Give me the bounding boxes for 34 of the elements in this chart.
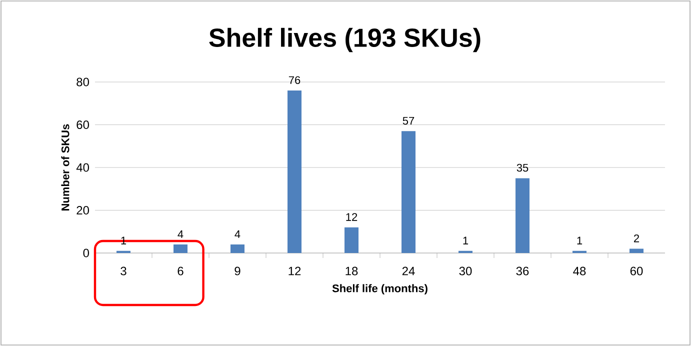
bar <box>402 131 416 253</box>
bar <box>516 178 530 253</box>
y-axis-title: Number of SKUs <box>61 124 70 210</box>
bar <box>344 227 359 253</box>
data-label: 1 <box>463 236 468 244</box>
y-tick-label: 60 <box>76 120 90 129</box>
y-tick-label: 20 <box>76 206 90 214</box>
x-tick-label: 3 <box>120 266 126 276</box>
data-label: 2 <box>634 234 640 242</box>
bar <box>174 244 188 253</box>
data-label: 4 <box>234 230 240 238</box>
bar <box>630 248 644 253</box>
data-label: 35 <box>516 164 528 172</box>
data-label: 12 <box>346 213 358 221</box>
y-tick-label: 80 <box>76 78 90 86</box>
x-tick-label: 18 <box>346 266 358 276</box>
x-tick-label: 60 <box>630 266 643 276</box>
data-label: 57 <box>402 116 414 125</box>
x-tick-label: 6 <box>178 266 184 276</box>
chart-title: Shelf lives (193 SKUs) <box>209 28 480 52</box>
x-tick-label: 30 <box>459 266 472 276</box>
x-axis-title: Shelf life (months) <box>332 284 428 294</box>
x-tick-label: 36 <box>516 266 529 276</box>
y-tick-label: 0 <box>83 248 90 258</box>
bar <box>288 90 302 253</box>
x-tick-label: 9 <box>234 266 240 276</box>
data-label: 76 <box>288 76 300 84</box>
x-tick-label: 12 <box>288 266 301 276</box>
bar <box>230 244 245 253</box>
y-tick-label: 40 <box>76 163 90 172</box>
x-tick-label: 48 <box>573 266 586 276</box>
x-tick-label: 24 <box>402 266 415 276</box>
data-label: 4 <box>178 230 184 238</box>
data-label: 1 <box>577 236 582 244</box>
